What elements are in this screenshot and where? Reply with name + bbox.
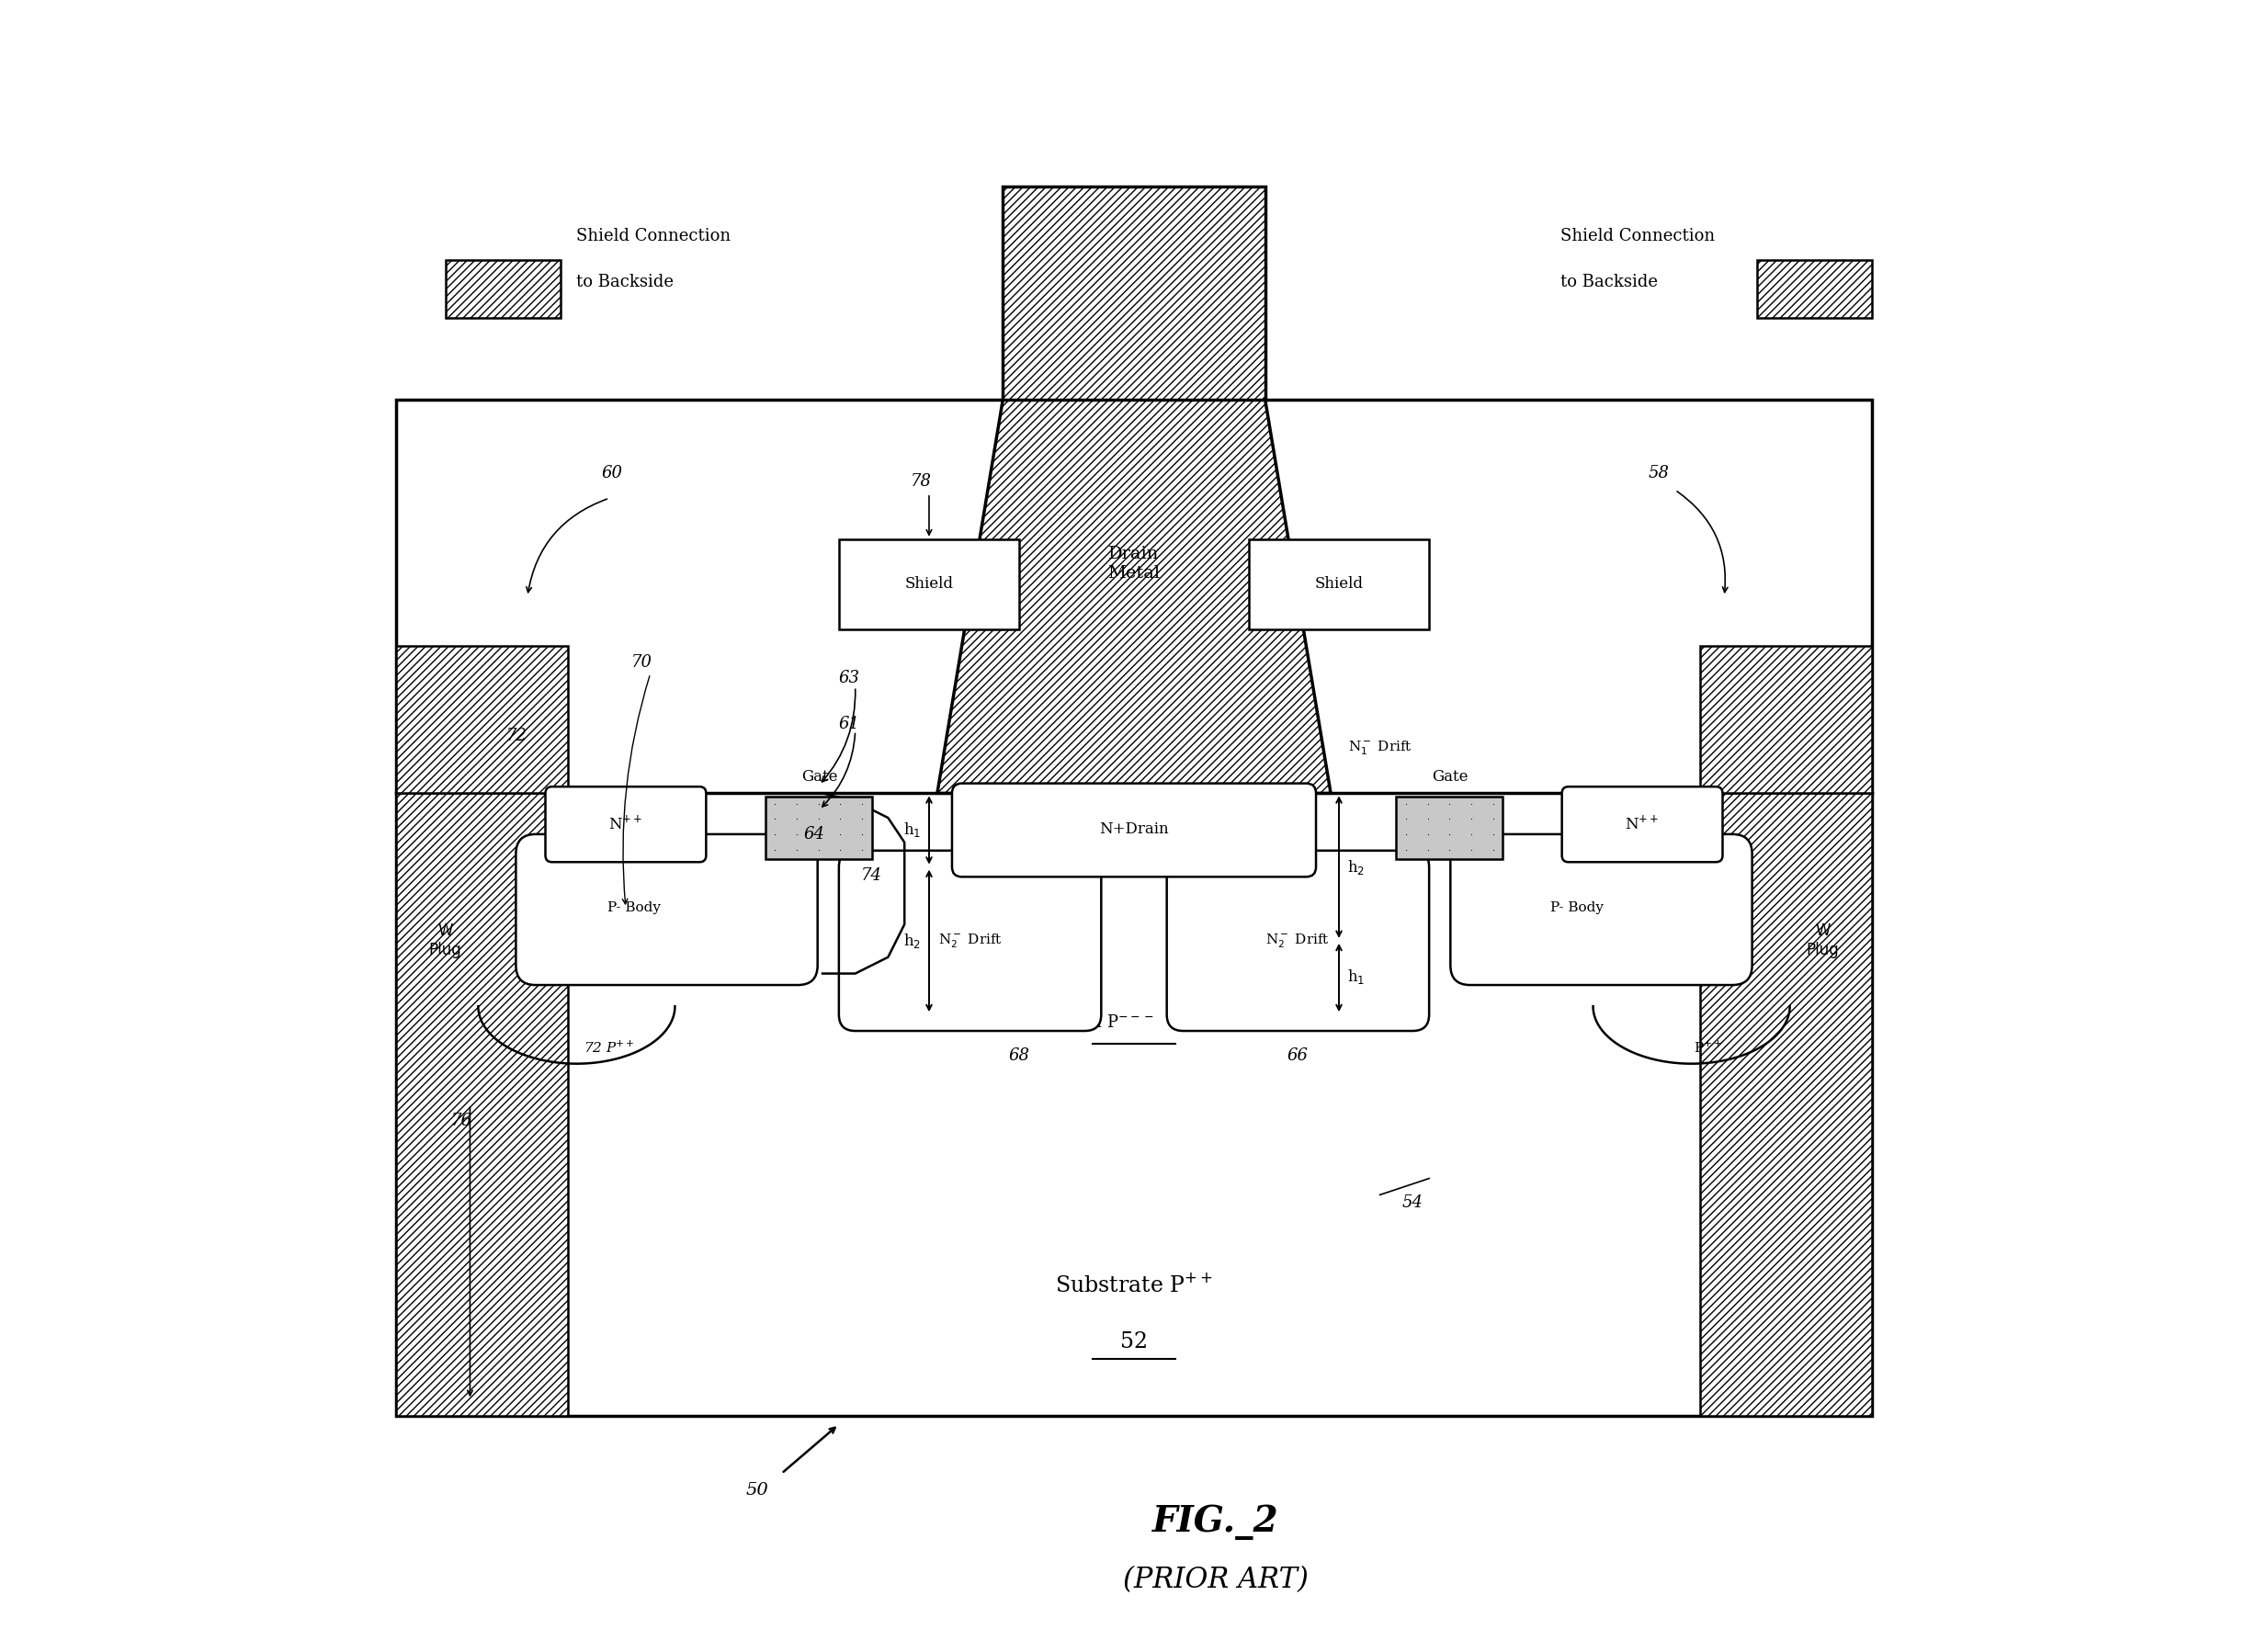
Text: 50: 50 — [746, 1482, 769, 1498]
Text: 58: 58 — [1649, 466, 1669, 482]
Bar — [1699, 646, 1871, 793]
Bar — [1758, 261, 1871, 317]
Text: to Backside: to Backside — [576, 274, 674, 291]
Text: Shield: Shield — [1315, 577, 1363, 591]
Text: 70: 70 — [631, 654, 653, 671]
Text: 64: 64 — [803, 826, 826, 843]
Text: 66: 66 — [1288, 1047, 1309, 1064]
Text: N$_1$: N$_1$ — [853, 843, 873, 859]
Text: (PRIOR ART): (PRIOR ART) — [1123, 1566, 1309, 1594]
Text: Shield Connection: Shield Connection — [576, 228, 730, 244]
FancyBboxPatch shape — [1452, 834, 1753, 985]
Text: 52: 52 — [1120, 1332, 1148, 1353]
Text: h$_1$: h$_1$ — [903, 819, 921, 839]
Polygon shape — [937, 400, 1331, 793]
FancyBboxPatch shape — [839, 851, 1102, 1031]
FancyBboxPatch shape — [544, 786, 705, 862]
FancyBboxPatch shape — [1166, 851, 1429, 1031]
Bar — [764, 796, 871, 859]
Text: FIG._2: FIG._2 — [1152, 1505, 1279, 1540]
Text: Substrate P$^{++}$: Substrate P$^{++}$ — [1055, 1274, 1213, 1297]
Text: Drain
Metal: Drain Metal — [1107, 545, 1161, 582]
Text: 60: 60 — [601, 466, 621, 482]
Bar — [1699, 793, 1871, 1416]
Text: Shield: Shield — [905, 577, 953, 591]
Text: 72 P$^{++}$: 72 P$^{++}$ — [583, 1039, 635, 1056]
Text: Epi P$^{---}$   56: Epi P$^{---}$ 56 — [1073, 1013, 1195, 1032]
Text: 76: 76 — [451, 1113, 472, 1130]
Text: P$^{++}$: P$^{++}$ — [1694, 1039, 1721, 1056]
Text: N$^{++}$: N$^{++}$ — [608, 816, 642, 833]
Text: to Backside: to Backside — [1560, 274, 1658, 291]
Text: N$_2^-$ Drift: N$_2^-$ Drift — [1266, 932, 1329, 950]
Text: 78: 78 — [909, 474, 932, 491]
Bar — [445, 261, 560, 317]
Text: W
Plug: W Plug — [429, 923, 463, 958]
Bar — [1397, 796, 1504, 859]
Text: P- Body: P- Body — [608, 902, 660, 915]
Text: N+Drain: N+Drain — [1100, 821, 1168, 838]
Text: P- Body: P- Body — [1549, 902, 1603, 915]
Text: 72: 72 — [506, 727, 528, 743]
Text: Gate: Gate — [1433, 770, 1470, 785]
Bar — [839, 539, 1018, 629]
Text: 74: 74 — [862, 867, 882, 884]
Bar — [1002, 187, 1266, 400]
Bar — [397, 400, 1871, 1416]
Bar — [1250, 539, 1429, 629]
Text: 61: 61 — [839, 715, 860, 732]
FancyBboxPatch shape — [515, 834, 816, 985]
Text: 54: 54 — [1402, 1194, 1424, 1211]
FancyBboxPatch shape — [953, 783, 1315, 877]
Text: h$_1$: h$_1$ — [1347, 968, 1365, 986]
Text: h$_2$: h$_2$ — [903, 932, 921, 950]
Text: N$_1^-$ Drift: N$_1^-$ Drift — [1347, 738, 1413, 757]
Text: Gate: Gate — [801, 770, 837, 785]
FancyBboxPatch shape — [1563, 786, 1724, 862]
Text: W
Plug: W Plug — [1805, 923, 1839, 958]
Bar — [397, 793, 569, 1416]
Text: N$^{++}$: N$^{++}$ — [1626, 816, 1660, 833]
Text: 63: 63 — [839, 671, 860, 687]
Text: Shield Connection: Shield Connection — [1560, 228, 1715, 244]
Text: 68: 68 — [1009, 1047, 1030, 1064]
Text: N$_2^-$ Drift: N$_2^-$ Drift — [939, 932, 1002, 950]
Text: h$_2$: h$_2$ — [1347, 857, 1365, 876]
Bar — [397, 646, 569, 793]
